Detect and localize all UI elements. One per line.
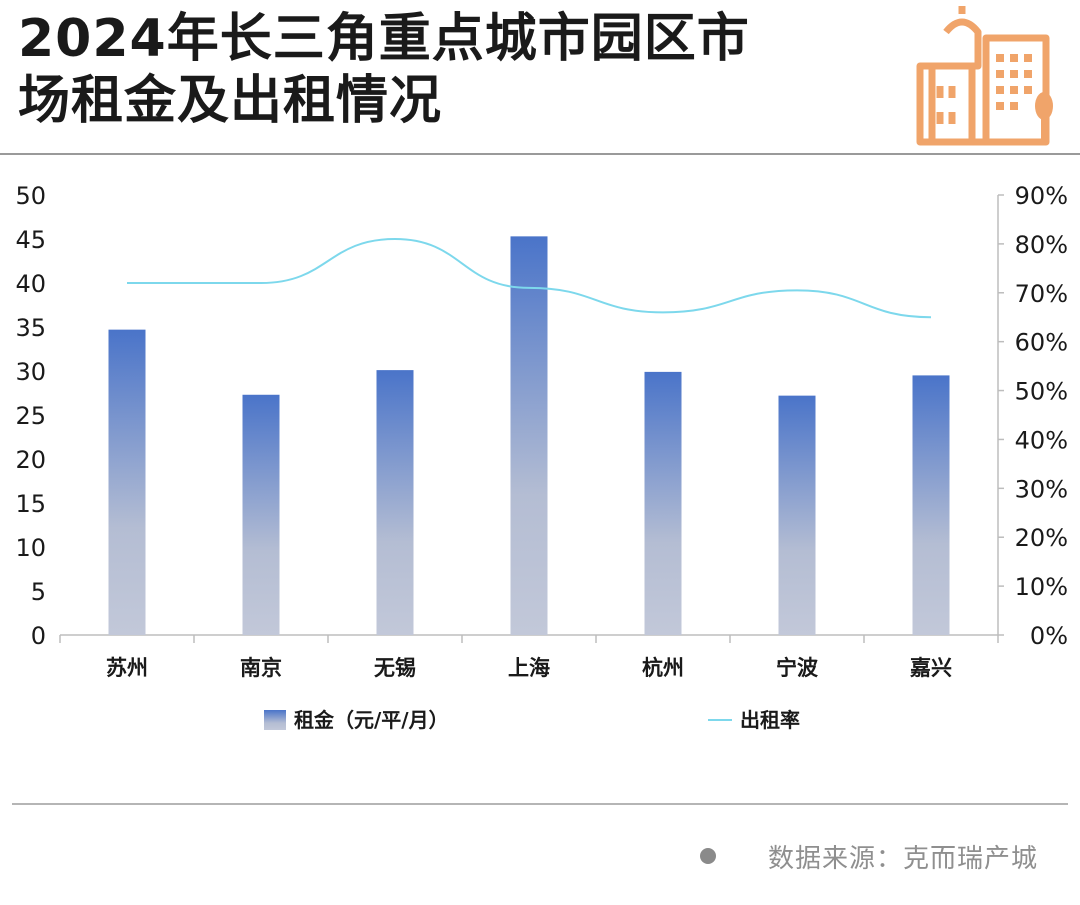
- right-axis-tick-label: 10%: [1015, 573, 1068, 601]
- right-axis-tick-label: 30%: [1015, 475, 1068, 503]
- bar-苏州: [108, 329, 146, 635]
- category-labels: 苏州 南京 无锡 上海 杭州 宁波 嘉兴: [106, 656, 952, 680]
- category-label: 苏州: [106, 656, 148, 680]
- left-axis-tick-label: 30: [15, 358, 46, 386]
- category-label: 宁波: [776, 656, 819, 680]
- left-axis-tick-label: 0: [31, 622, 46, 650]
- legend-bar-swatch: [264, 710, 286, 730]
- page-title: 2024年长三角重点城市园区市 场租金及出租情况: [18, 9, 750, 131]
- data-source: 数据来源：克而瑞产城: [768, 844, 1039, 874]
- right-axis-tick-label: 50%: [1015, 378, 1068, 406]
- line-series: [127, 237, 932, 319]
- right-axis-tick-label: 40%: [1015, 426, 1068, 454]
- bar-上海: [510, 236, 548, 636]
- city-buildings-icon: [916, 6, 1053, 146]
- left-axis-tick-label: 25: [15, 402, 46, 430]
- left-axis-tick-label: 10: [15, 534, 46, 562]
- bar-line-chart: 苏州 南京 无锡 上海 杭州 宁波 嘉兴 0 5 10 15 20 25 30 35 40 45 50 0% 10…: [15, 182, 1068, 732]
- left-axis-tick-label: 35: [15, 314, 46, 342]
- legend-bar-label: 租金（元/平/月）: [294, 708, 449, 732]
- bar-series: [108, 236, 950, 636]
- bar-嘉兴: [912, 375, 950, 635]
- category-label: 上海: [508, 656, 550, 680]
- left-axis-ticks: 0 5 10 15 20 25 30 35 40 45 50: [15, 182, 46, 650]
- legend-line-label: 出租率: [740, 708, 800, 732]
- bar-南京: [242, 394, 280, 635]
- title-divider: [0, 153, 1080, 155]
- right-axis-tick-label: 70%: [1015, 280, 1068, 308]
- right-axis-tick-label: 20%: [1015, 524, 1068, 552]
- category-label: 嘉兴: [910, 656, 952, 680]
- right-axis-tick-label: 90%: [1015, 182, 1068, 210]
- left-axis-tick-label: 15: [15, 490, 46, 518]
- right-axis-tick-label: 60%: [1015, 329, 1068, 357]
- bar-杭州: [644, 371, 682, 635]
- right-axis-ticks: 0% 10% 20% 30% 40% 50% 60% 70% 80% 90%: [1015, 182, 1068, 650]
- left-axis-tick-label: 50: [15, 182, 46, 210]
- legend: 租金（元/平/月） 出租率: [264, 708, 800, 732]
- category-label: 南京: [240, 656, 282, 680]
- left-axis-tick-label: 5: [31, 578, 46, 606]
- footer-divider: [12, 803, 1068, 805]
- right-axis-tick-label: 0%: [1030, 622, 1068, 650]
- category-label: 杭州: [642, 656, 684, 680]
- right-axis-tick-label: 80%: [1015, 231, 1068, 259]
- left-axis-tick-label: 45: [15, 226, 46, 254]
- bar-宁波: [778, 395, 816, 635]
- source-bullet-icon: [700, 848, 716, 864]
- left-axis-tick-label: 40: [15, 270, 46, 298]
- category-label: 无锡: [374, 656, 416, 680]
- bar-无锡: [376, 370, 414, 635]
- occupancy-rate-line: [127, 237, 932, 319]
- left-axis-tick-label: 20: [15, 446, 46, 474]
